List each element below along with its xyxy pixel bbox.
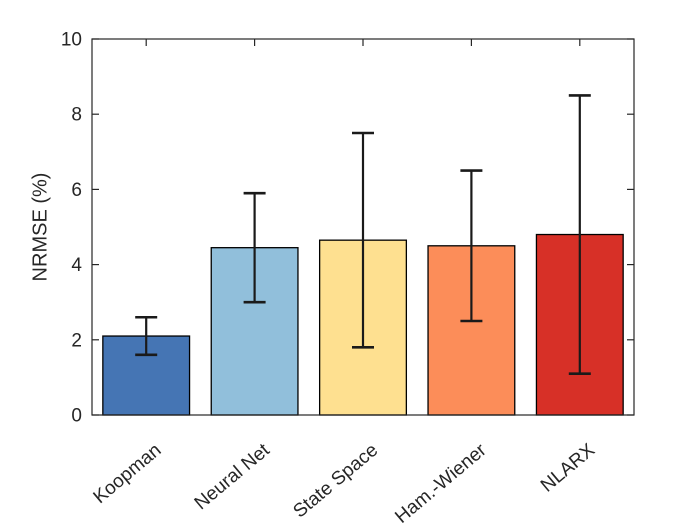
x-tick-label: Neural Net: [191, 439, 275, 514]
x-tick-label: Koopman: [90, 440, 166, 508]
x-tick-label: Ham.-Wiener: [391, 439, 491, 525]
y-axis-label: NRMSE (%): [29, 172, 52, 282]
y-tick-label: 0: [71, 406, 82, 427]
x-tick-label: State Space: [289, 440, 382, 523]
y-tick-label: 8: [71, 105, 82, 126]
y-tick-label: 4: [71, 255, 82, 276]
y-tick-label: 6: [71, 180, 82, 201]
y-tick-label: 10: [61, 30, 82, 51]
y-tick-label: 2: [71, 330, 82, 351]
x-tick-label: NLARX: [537, 440, 599, 497]
